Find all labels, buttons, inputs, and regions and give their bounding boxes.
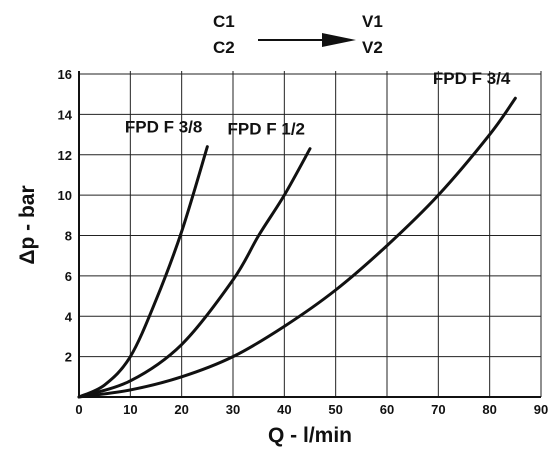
x-tick-label: 60 bbox=[380, 402, 394, 417]
flow-output-1: V1 bbox=[362, 12, 383, 31]
tick-labels: 0 10 20 30 40 50 60 70 80 90 2 4 6 8 10 12 14 16 bbox=[58, 67, 549, 417]
y-tick-label: 12 bbox=[58, 148, 72, 163]
y-tick-label: 6 bbox=[65, 269, 72, 284]
x-tick-label: 70 bbox=[431, 402, 445, 417]
y-tick-label: 10 bbox=[58, 188, 72, 203]
series-curve-1 bbox=[77, 147, 312, 399]
series-curve-2 bbox=[77, 96, 517, 399]
series-label-1: FPD F 1/2 bbox=[228, 120, 305, 139]
y-axis-label: Δp - bar bbox=[16, 185, 39, 264]
x-tick-label: 80 bbox=[482, 402, 496, 417]
axes bbox=[78, 71, 541, 398]
flow-output-2: V2 bbox=[362, 38, 383, 57]
series-label-2: FPD F 3/4 bbox=[433, 69, 511, 88]
y-tick-label: 2 bbox=[65, 350, 72, 365]
series-curves bbox=[77, 96, 517, 399]
y-tick-label: 14 bbox=[58, 107, 73, 122]
series-label-0: FPD F 3/8 bbox=[125, 118, 202, 137]
x-tick-label: 90 bbox=[534, 402, 548, 417]
x-tick-label: 20 bbox=[174, 402, 188, 417]
flow-direction-header: C1 C2 V1 V2 bbox=[213, 12, 383, 57]
y-tick-label: 8 bbox=[65, 229, 72, 244]
x-axis-label: Q - l/min bbox=[268, 424, 352, 447]
flow-input-1: C1 bbox=[213, 12, 235, 31]
flow-arrow-icon bbox=[322, 33, 356, 47]
series-labels: FPD F 3/8 FPD F 1/2 FPD F 3/4 bbox=[125, 69, 511, 138]
y-tick-label: 16 bbox=[58, 67, 72, 82]
flow-input-2: C2 bbox=[213, 38, 235, 57]
x-tick-label: 10 bbox=[123, 402, 137, 417]
x-tick-label: 30 bbox=[226, 402, 240, 417]
series-curve-0 bbox=[77, 145, 209, 399]
x-tick-label: 40 bbox=[277, 402, 291, 417]
y-tick-label: 4 bbox=[65, 309, 73, 324]
grid-lines bbox=[79, 71, 542, 397]
x-tick-label: 0 bbox=[75, 402, 82, 417]
x-tick-label: 50 bbox=[328, 402, 342, 417]
